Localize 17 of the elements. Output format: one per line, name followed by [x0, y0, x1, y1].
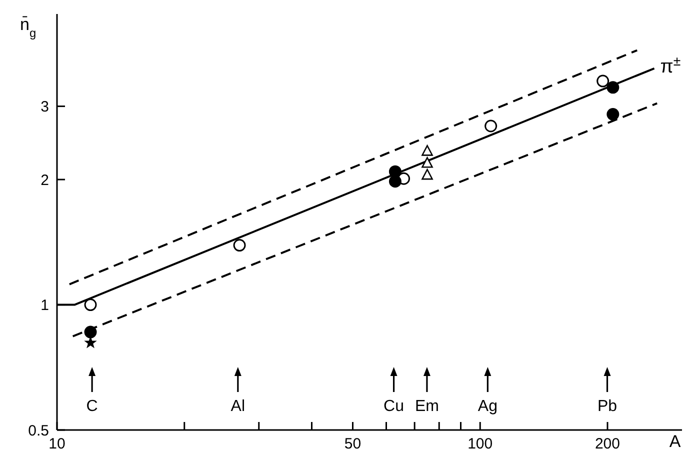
y-tick-label: 1	[40, 297, 49, 314]
annotation: Em	[414, 398, 439, 415]
annotation: Ag	[478, 398, 498, 415]
y-tick-label: 2	[40, 172, 49, 189]
series-label: π$^{±}$	[660, 52, 681, 78]
x-tick-label: 10	[48, 436, 66, 453]
x-tick-label: 50	[344, 436, 362, 453]
annotation: Pb	[597, 398, 618, 415]
y-tick-label: 0.5	[28, 422, 49, 440]
annotation: Al	[230, 398, 246, 415]
annotation: Cu	[384, 398, 404, 415]
x-axis-title: A	[669, 432, 682, 451]
annotation: C	[86, 398, 98, 415]
x-tick-label: 100	[468, 436, 493, 453]
y-axis-title: n̄$_{g}$	[20, 15, 36, 40]
y-tick-label: 3	[40, 98, 49, 116]
x-tick-label: 200	[594, 436, 620, 453]
